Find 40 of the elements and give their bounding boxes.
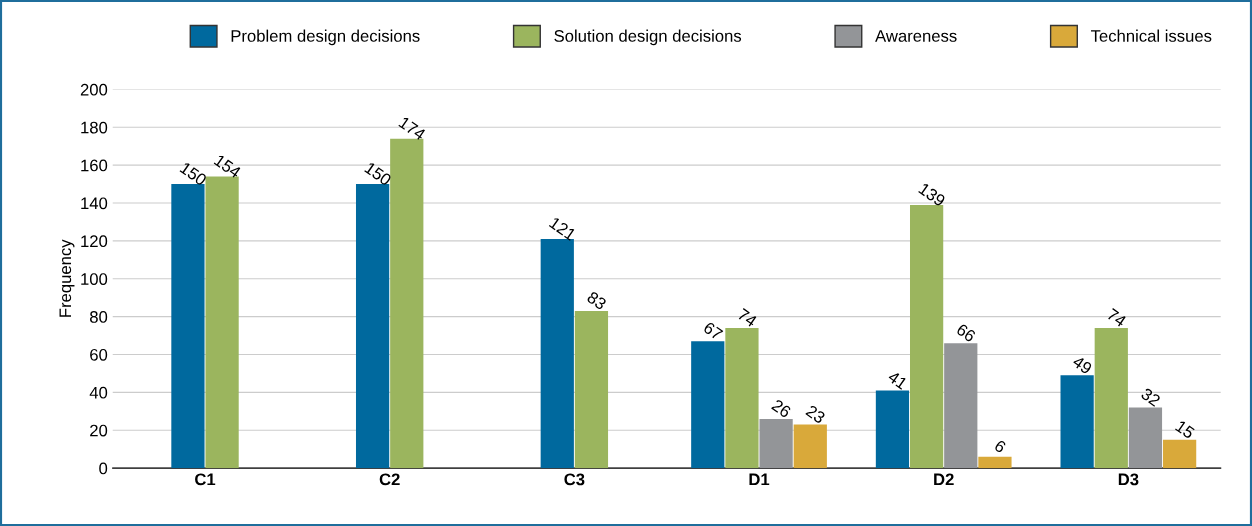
x-tick-label: C2 — [379, 473, 400, 486]
y-tick-label: 0 — [99, 462, 108, 475]
y-tick-label: 80 — [90, 311, 108, 323]
y-axis-title: Frequency — [59, 239, 75, 317]
data-label: 67 — [702, 321, 724, 341]
data-label: 66 — [955, 323, 977, 343]
data-label: 15 — [1174, 420, 1196, 440]
data-label: 150 — [364, 161, 393, 187]
y-tick-label: 60 — [90, 348, 108, 361]
y-tick-label: 140 — [81, 197, 108, 210]
y-tick-label: 160 — [81, 159, 108, 172]
y-tick-label: 120 — [81, 235, 108, 248]
y-tick-label: 100 — [81, 273, 108, 285]
data-label: 74 — [737, 308, 758, 328]
data-label: 174 — [398, 116, 427, 141]
data-label: 41 — [887, 370, 908, 390]
legend-label: Solution design decisions — [554, 29, 742, 46]
data-label: 6 — [993, 439, 1007, 454]
data-label: 154 — [213, 154, 242, 179]
data-label: 83 — [586, 290, 608, 311]
y-tick-label: 180 — [81, 121, 108, 134]
x-tick-label: C1 — [195, 473, 216, 486]
y-tick-label: 200 — [80, 83, 108, 96]
data-label: 139 — [918, 182, 947, 207]
x-tick-label: D1 — [749, 473, 770, 486]
y-tick-label: 20 — [90, 424, 108, 437]
legend-label: Problem design decisions — [231, 29, 420, 46]
legend-label: Awareness — [875, 30, 957, 42]
data-label: 121 — [548, 216, 577, 241]
legend-label: Technical issues — [1090, 29, 1212, 42]
data-label: 23 — [805, 404, 826, 424]
data-label: 26 — [771, 398, 792, 419]
x-tick-label: C3 — [564, 473, 585, 486]
data-label: 32 — [1140, 387, 1162, 407]
data-label: 150 — [179, 161, 208, 187]
data-label: 74 — [1106, 308, 1128, 328]
y-tick-label: 40 — [89, 386, 108, 399]
data-label: 49 — [1071, 355, 1093, 375]
x-tick-label: D3 — [1118, 473, 1139, 486]
x-tick-label: D2 — [934, 473, 954, 486]
